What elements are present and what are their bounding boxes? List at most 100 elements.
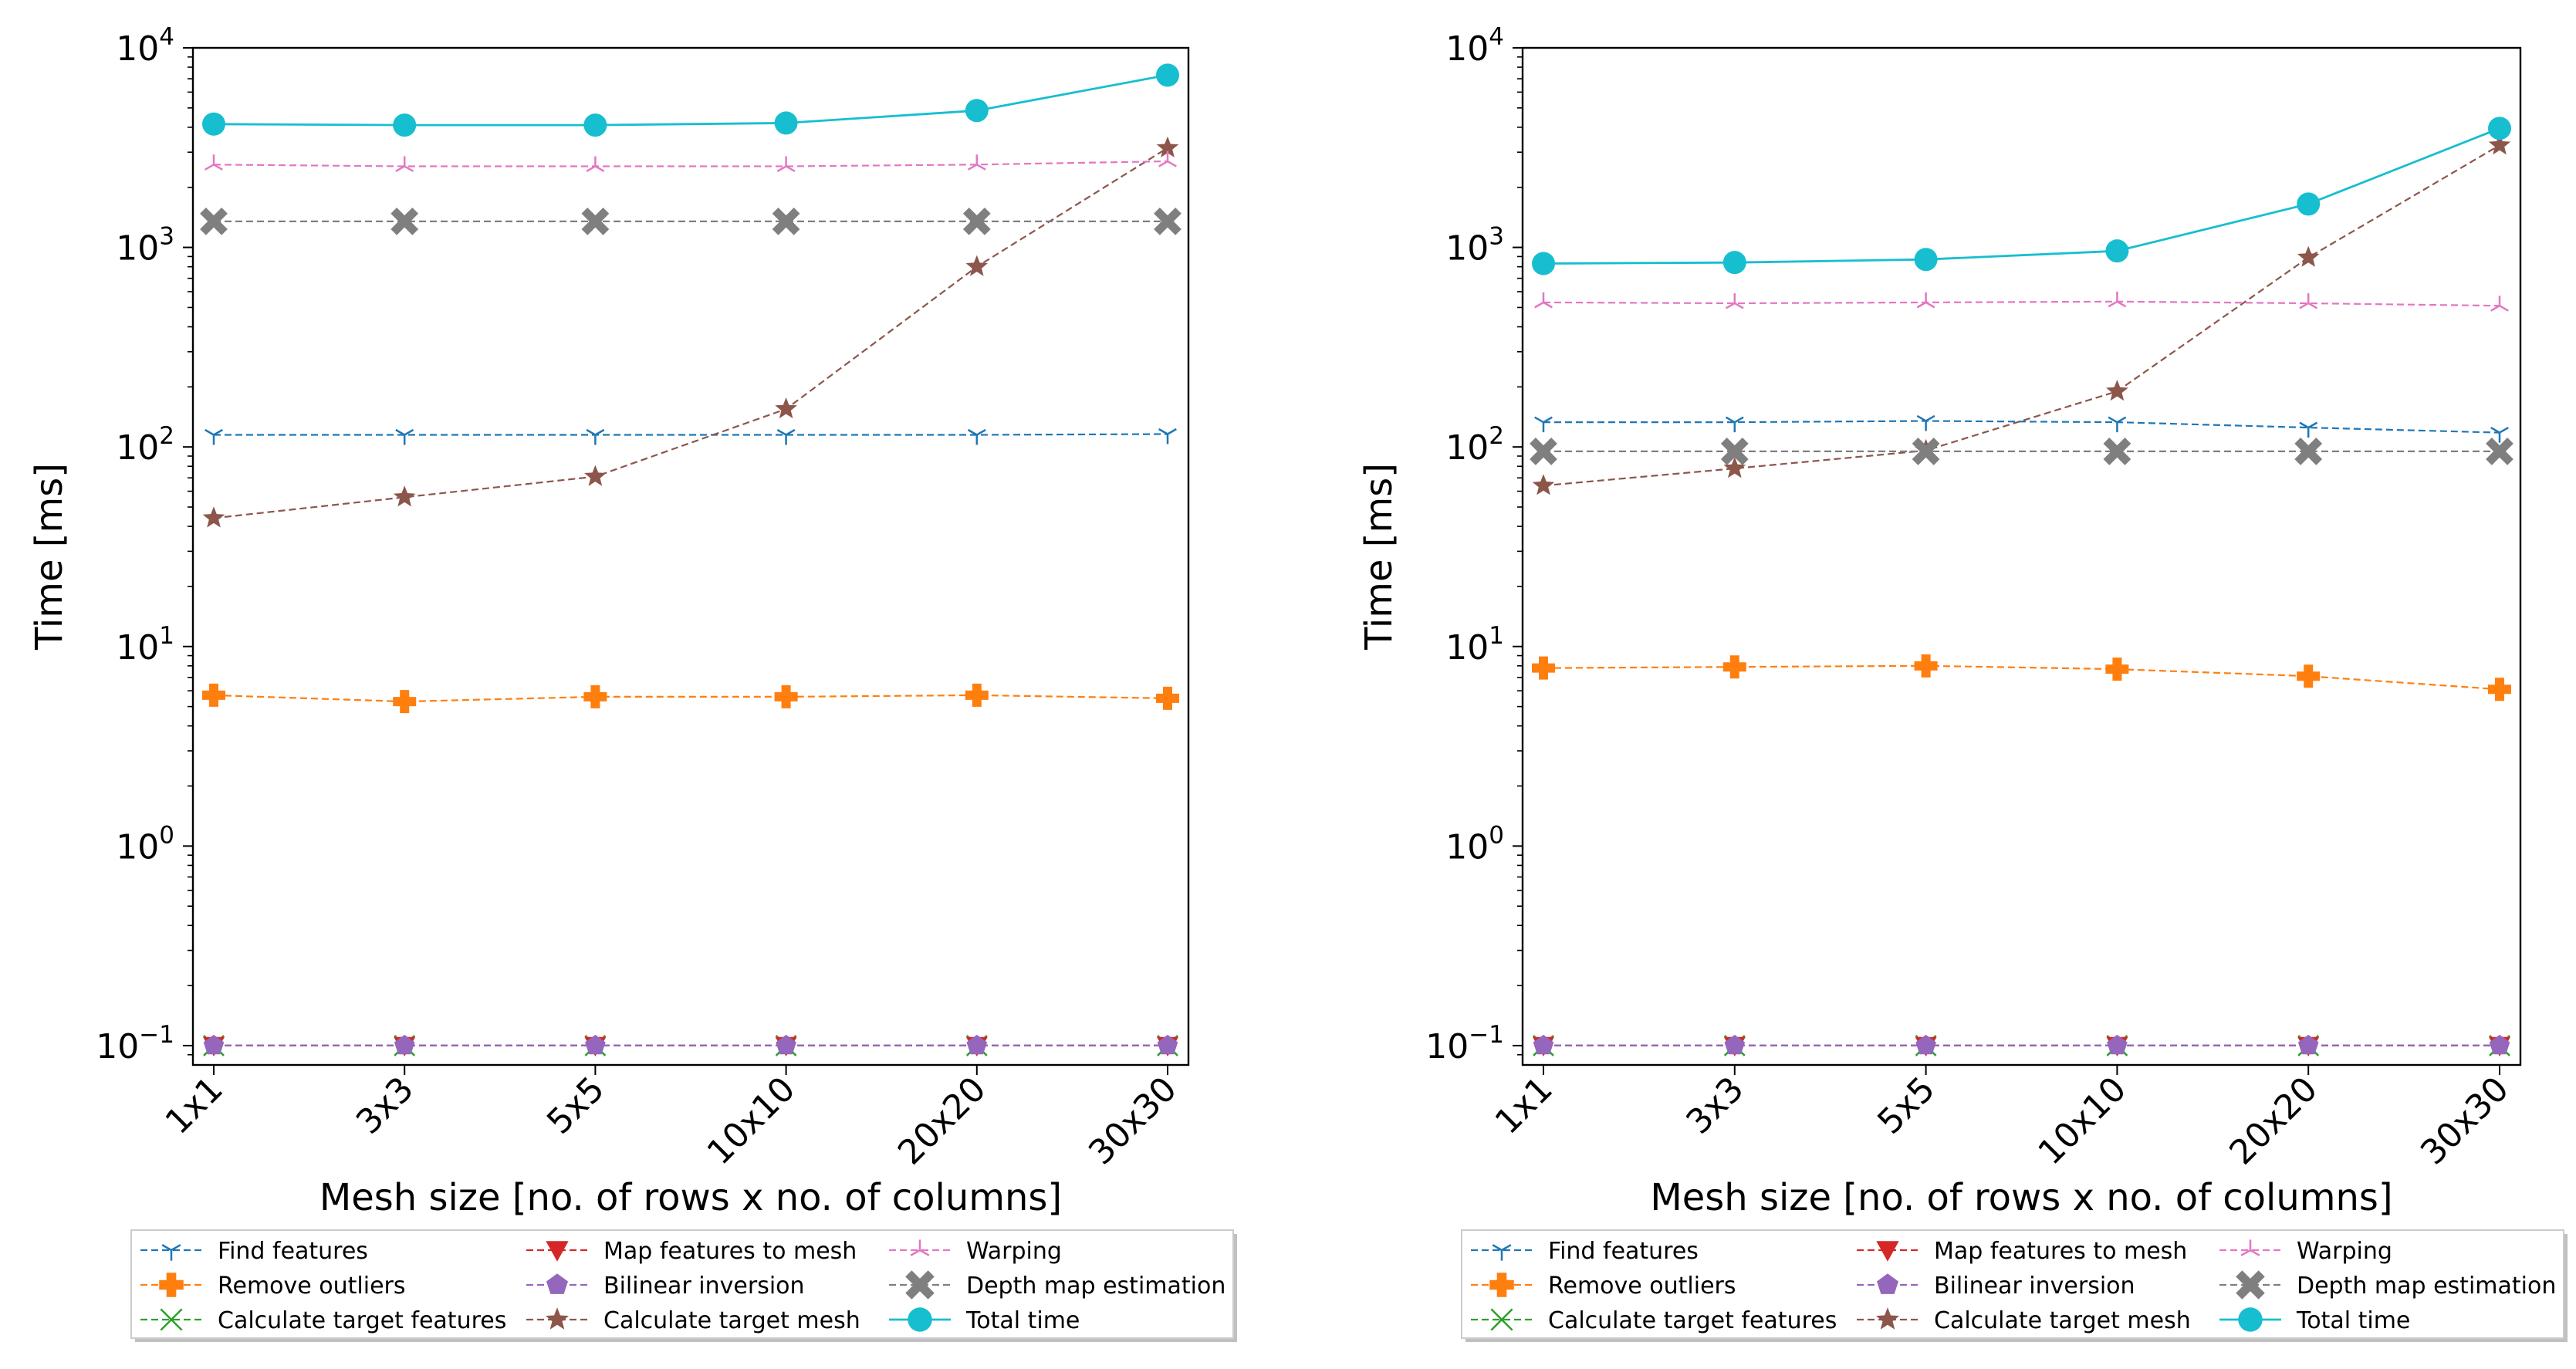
y-tick-label: 101 bbox=[116, 622, 174, 668]
legend-label: Calculate target features bbox=[218, 1307, 506, 1334]
x-axis-label: Mesh size [no. of rows x no. of columns] bbox=[319, 1176, 1062, 1219]
legend-marker bbox=[159, 1273, 184, 1297]
legend-item-map-features-to-mesh: Map features to mesh bbox=[526, 1238, 857, 1265]
chart-panel-2: 10−1 100 101 102 103 104 1x1 3x3 5x5 10x10 20x20 30… bbox=[1357, 23, 2568, 1342]
series-line-calculate-target-mesh bbox=[1543, 144, 2500, 487]
data-point-warping bbox=[1534, 292, 1553, 309]
legend-item-warping: Warping bbox=[889, 1238, 1062, 1265]
legend-label: Bilinear inversion bbox=[603, 1273, 805, 1300]
legend-item-depth-map-estimation: Depth map estimation bbox=[2219, 1270, 2556, 1300]
data-point-remove-outliers bbox=[583, 684, 607, 708]
legend-box bbox=[1461, 1229, 2564, 1339]
series-line-calculate-target-mesh bbox=[213, 147, 1168, 519]
legend-label: Warping bbox=[966, 1238, 1062, 1265]
legend-item-depth-map-estimation: Depth map estimation bbox=[889, 1270, 1225, 1300]
y-axis-label: Time [ms] bbox=[1357, 463, 1401, 651]
legend-label: Depth map estimation bbox=[966, 1273, 1225, 1300]
series-depth-map-estimation bbox=[1530, 438, 2513, 465]
series-remove-outliers bbox=[202, 683, 1179, 714]
data-point-calculate-target-mesh bbox=[2488, 134, 2511, 155]
legend-label: Depth map estimation bbox=[2297, 1273, 2556, 1300]
data-point-warping bbox=[2299, 292, 2318, 309]
legend-item-calculate-target-features: Calculate target features bbox=[1471, 1307, 1837, 1334]
y-tick-label: 10−1 bbox=[1425, 1021, 1504, 1066]
data-point-remove-outliers bbox=[2105, 657, 2129, 681]
data-point-calculate-target-mesh bbox=[1723, 457, 1746, 478]
x-tick-label: 20x20 bbox=[891, 1070, 994, 1173]
data-point-bilinear-inversion bbox=[2297, 1034, 2319, 1055]
data-point-remove-outliers bbox=[774, 684, 798, 708]
data-point-total-time bbox=[774, 111, 798, 135]
legend-box bbox=[130, 1229, 1234, 1339]
data-point-warping bbox=[586, 156, 605, 173]
data-point-find-features bbox=[1158, 428, 1177, 445]
legend-marker bbox=[2238, 1307, 2263, 1332]
series-calculate-target-mesh bbox=[1532, 134, 2511, 495]
chart-panel-1: 10−1 100 101 102 103 104 1x1 3x3 5x5 10x10 20x20 30… bbox=[28, 23, 1237, 1342]
legend: Find features Remove outliers Calculate ta… bbox=[130, 1229, 1237, 1342]
legend-marker bbox=[2240, 1239, 2260, 1256]
data-point-total-time bbox=[2297, 192, 2321, 216]
x-tick-label: 1x1 bbox=[1488, 1070, 1560, 1142]
legend-marker bbox=[1489, 1273, 1514, 1297]
legend-item-remove-outliers: Remove outliers bbox=[140, 1273, 406, 1300]
series-line-warping bbox=[1543, 300, 2500, 307]
data-point-warping bbox=[395, 156, 414, 173]
x-tick-label: 1x1 bbox=[158, 1070, 231, 1142]
data-point-find-features bbox=[1916, 414, 1935, 431]
data-point-depth-map-estimation bbox=[390, 207, 419, 235]
x-tick-label: 10x10 bbox=[700, 1070, 803, 1173]
legend-label: Map features to mesh bbox=[1934, 1238, 2187, 1265]
legend-marker bbox=[1492, 1244, 1512, 1261]
legend-marker bbox=[160, 1308, 183, 1331]
series-map-features-to-mesh bbox=[203, 1036, 1178, 1056]
data-point-bilinear-inversion bbox=[966, 1034, 988, 1055]
x-axis-label: Mesh size [no. of rows x no. of columns] bbox=[1650, 1176, 2392, 1219]
data-point-remove-outliers bbox=[1914, 654, 1938, 678]
series-find-features bbox=[1534, 414, 2509, 443]
x-tick-label: 30x30 bbox=[1081, 1070, 1185, 1173]
data-point-total-time bbox=[1532, 252, 1555, 275]
legend-label: Total time bbox=[2296, 1307, 2410, 1334]
data-point-warping bbox=[2490, 296, 2509, 312]
legend-item-calculate-target-mesh: Calculate target mesh bbox=[1857, 1307, 2191, 1334]
legend-item-calculate-target-features: Calculate target features bbox=[140, 1307, 506, 1334]
series-calculate-target-mesh bbox=[202, 136, 1179, 528]
series-line-warping bbox=[213, 160, 1168, 167]
data-point-warping bbox=[967, 154, 986, 171]
y-tick-label: 104 bbox=[116, 23, 174, 69]
data-point-find-features bbox=[776, 428, 796, 445]
data-point-calculate-target-mesh bbox=[393, 485, 416, 507]
legend-marker bbox=[1490, 1308, 1513, 1331]
x-tick-label: 3x3 bbox=[349, 1070, 421, 1142]
data-point-find-features bbox=[586, 428, 605, 445]
series-total-time bbox=[1532, 117, 2511, 275]
plot-frame bbox=[1521, 46, 2522, 1066]
data-point-depth-map-estimation bbox=[1720, 438, 1749, 465]
y-tick-label: 101 bbox=[1445, 622, 1504, 668]
legend-marker bbox=[161, 1244, 181, 1261]
data-point-warping bbox=[1725, 292, 1744, 309]
y-tick-label: 10−1 bbox=[96, 1021, 174, 1066]
data-point-find-features bbox=[1534, 416, 1553, 433]
legend-item-bilinear-inversion: Bilinear inversion bbox=[1857, 1273, 2135, 1300]
series-find-features bbox=[205, 428, 1177, 445]
data-point-depth-map-estimation bbox=[2294, 438, 2323, 465]
legend-label: Remove outliers bbox=[1548, 1273, 1736, 1300]
data-point-find-features bbox=[967, 428, 986, 445]
series-remove-outliers bbox=[1532, 654, 2511, 701]
legend-marker bbox=[546, 1241, 569, 1262]
legend-item-remove-outliers: Remove outliers bbox=[1471, 1273, 1736, 1300]
data-point-calculate-target-mesh bbox=[202, 506, 225, 528]
data-point-calculate-target-mesh bbox=[965, 255, 989, 276]
data-point-bilinear-inversion bbox=[1157, 1034, 1178, 1055]
y-tick-label: 103 bbox=[116, 223, 174, 269]
data-point-total-time bbox=[1156, 63, 1179, 87]
data-point-depth-map-estimation bbox=[1530, 438, 1557, 465]
data-point-depth-map-estimation bbox=[200, 207, 228, 235]
data-point-warping bbox=[1158, 151, 1177, 167]
data-point-calculate-target-mesh bbox=[1532, 474, 1555, 495]
data-point-depth-map-estimation bbox=[2103, 438, 2131, 465]
legend-marker bbox=[1877, 1273, 1898, 1294]
legend: Find features Remove outliers Calculate ta… bbox=[1461, 1229, 2568, 1342]
